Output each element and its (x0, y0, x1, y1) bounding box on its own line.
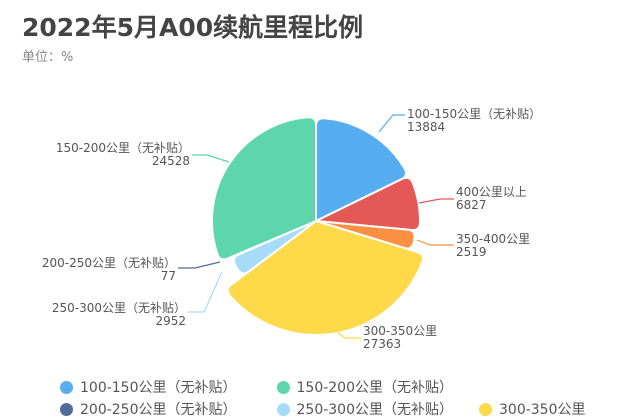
legend-dot-icon (479, 402, 492, 416)
legend-row-1: 100-150公里（无补贴） 150-200公里（无补贴） (60, 376, 630, 398)
pie-slice[interactable] (315, 176, 421, 232)
slice-label-value: 2952 (155, 314, 186, 328)
slice-label-value: 77 (160, 269, 176, 283)
slice-label: 200-250公里（无补贴） 77 (42, 257, 176, 283)
label-leader-line (188, 271, 223, 313)
legend-label: 200-250公里（无补贴） (80, 402, 237, 418)
legend-item-300-350[interactable]: 300-350公里 (479, 399, 586, 419)
legend-label: 250-300公里（无补贴） (296, 402, 454, 418)
legend-item-200-250[interactable]: 200-250公里（无补贴） (60, 399, 237, 419)
slice-label: 100-150公里（无补贴） 13884 (407, 108, 541, 134)
slice-label-name: 100-150公里（无补贴） (407, 107, 542, 121)
slice-label-name: 150-200公里（无补贴） (55, 141, 190, 155)
slice-label-name: 350-400公里 (456, 232, 531, 246)
slice-label: 150-200公里（无补贴） 24528 (56, 142, 190, 168)
legend-item-150-200[interactable]: 150-200公里（无补贴） (276, 377, 454, 397)
slice-label: 350-400公里 2519 (456, 233, 530, 259)
slice-label: 250-300公里（无补贴） 2952 (52, 302, 186, 328)
chart-subtitle: 单位：% (22, 50, 74, 65)
label-leader-line (334, 329, 361, 339)
legend-label: 150-200公里（无补贴） (296, 380, 454, 396)
chart-title: 2022年5月A00续航里程比例 (22, 13, 364, 42)
legend-dot-icon (60, 402, 73, 416)
label-leader-line (378, 114, 405, 133)
pie-slice[interactable] (315, 117, 408, 222)
slice-label-name: 400公里以上 (456, 185, 527, 199)
slice-label-name: 200-250公里（无补贴） (41, 256, 176, 270)
label-leader-line (192, 154, 230, 163)
label-leader-line (416, 239, 454, 246)
slice-label-value: 13884 (407, 120, 446, 134)
legend-dot-icon (276, 380, 290, 394)
slice-label-value: 24528 (151, 154, 190, 168)
legend-dot-icon (276, 402, 290, 416)
label-leader-line (178, 261, 221, 269)
slice-label-name: 250-300公里（无补贴） (51, 301, 186, 315)
slice-label: 300-350公里 27363 (363, 325, 437, 351)
slice-label-value: 27363 (363, 337, 402, 351)
pie-slice[interactable] (226, 220, 425, 336)
legend-dot-icon (60, 380, 73, 394)
legend-item-250-300[interactable]: 250-300公里（无补贴） (276, 399, 454, 419)
slice-label-value: 2519 (456, 245, 487, 259)
slice-label: 400公里以上 6827 (456, 186, 527, 212)
legend-item-100-150[interactable]: 100-150公里（无补贴） (60, 377, 237, 397)
slice-label-value: 6827 (456, 198, 487, 212)
label-leader-line (418, 198, 454, 204)
slice-label-name: 300-350公里 (363, 324, 438, 338)
legend-label: 300-350公里 (499, 402, 586, 418)
legend-label: 100-150公里（无补贴） (80, 380, 237, 396)
chart-legend: 100-150公里（无补贴） 150-200公里（无补贴） 200-250公里（… (60, 376, 630, 420)
pie-slice[interactable] (211, 116, 317, 261)
legend-row-2: 200-250公里（无补贴） 250-300公里（无补贴） 300-350公里 (60, 398, 630, 420)
